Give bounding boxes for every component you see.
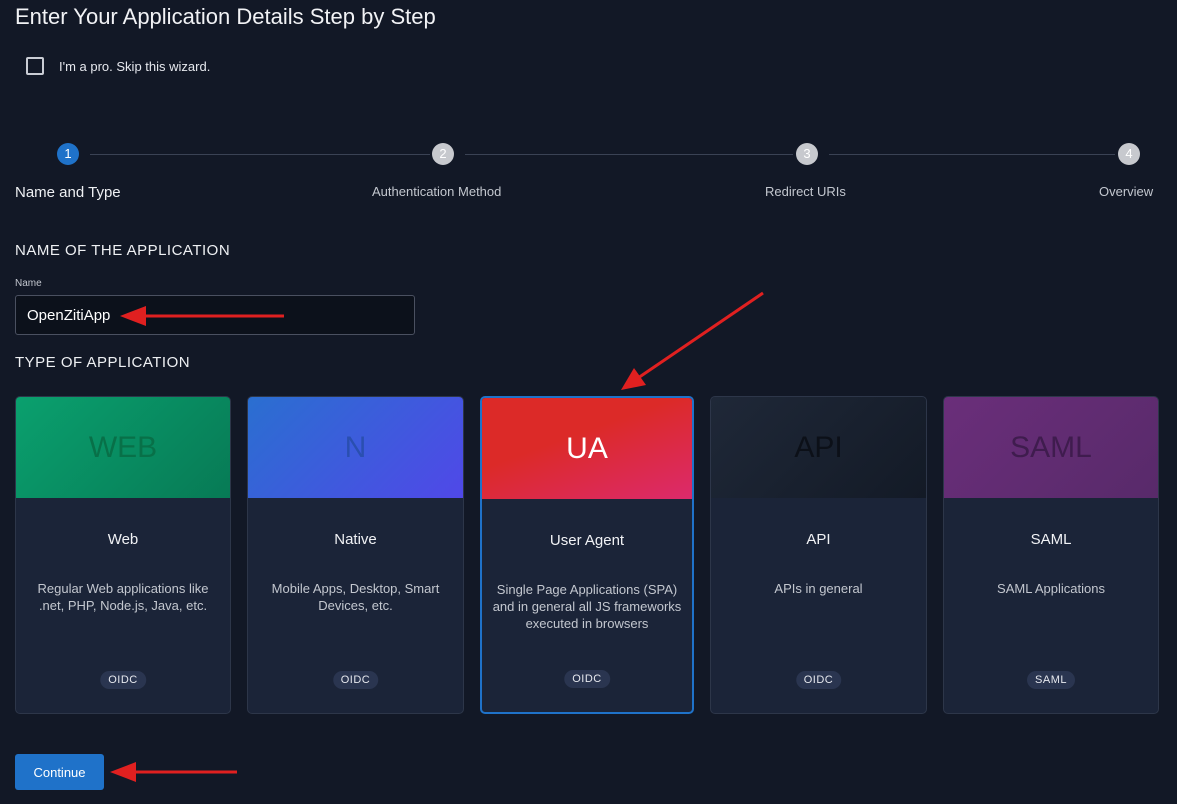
app-type-card-user-agent[interactable]: UA User Agent Single Page Applications (… [480,396,694,714]
card-header-api: API [711,397,926,498]
card-title: SAML [1030,531,1072,548]
card-title: Native [334,531,377,548]
step-1-indicator[interactable]: 1 [57,143,79,165]
step-connector [465,154,793,155]
card-description: SAML Applications [997,581,1105,596]
card-header-web: WEB [16,397,230,498]
name-input[interactable] [15,295,415,335]
type-section-heading: TYPE OF APPLICATION [15,354,191,371]
checkbox-box[interactable] [26,57,44,75]
app-type-card-native[interactable]: N Native Mobile Apps, Desktop, Smart Dev… [247,396,464,714]
card-title: API [806,531,831,548]
name-field-label: Name [15,278,42,289]
stepper: 1 2 3 4 Name and Type Authentication Met… [0,143,1177,203]
skip-wizard-label: I'm a pro. Skip this wizard. [59,58,211,74]
step-4-indicator[interactable]: 4 [1118,143,1140,165]
card-title: Web [107,531,139,548]
protocol-badge: OIDC [795,671,842,689]
arrow-icon [110,762,136,782]
card-description: Single Page Applications (SPA) and in ge… [492,582,682,631]
app-type-card-saml[interactable]: SAML SAML SAML Applications SAML [943,396,1159,714]
step-connector [90,154,430,155]
protocol-badge: OIDC [100,671,146,689]
arrow-icon [637,291,764,380]
card-description: Regular Web applications like .net, PHP,… [37,581,209,613]
step-1-label: Name and Type [15,184,121,201]
card-header-saml: SAML [944,397,1158,498]
protocol-badge: OIDC [564,670,610,688]
step-3-label: Redirect URIs [765,184,846,199]
step-2-label: Authentication Method [372,184,502,199]
card-header-user-agent: UA [482,398,692,499]
card-description: Mobile Apps, Desktop, Smart Devices, etc… [271,581,440,613]
protocol-badge: OIDC [332,671,379,689]
card-description: APIs in general [774,581,863,596]
page-title: Enter Your Application Details Step by S… [15,4,436,29]
card-header-native: N [248,397,463,498]
step-3-indicator[interactable]: 3 [796,143,818,165]
skip-wizard-checkbox[interactable]: I'm a pro. Skip this wizard. [26,57,210,75]
step-4-label: Overview [1099,184,1154,199]
continue-button[interactable]: Continue [15,754,104,790]
card-title: User Agent [549,532,625,549]
step-2-indicator[interactable]: 2 [432,143,454,165]
app-type-card-web[interactable]: WEB Web Regular Web applications like .n… [15,396,231,714]
protocol-badge: SAML [1027,671,1075,689]
name-section-heading: NAME OF THE APPLICATION [15,242,231,259]
arrow-icon [621,368,646,390]
app-type-card-api[interactable]: API API APIs in general OIDC [710,396,927,714]
step-connector [829,154,1115,155]
